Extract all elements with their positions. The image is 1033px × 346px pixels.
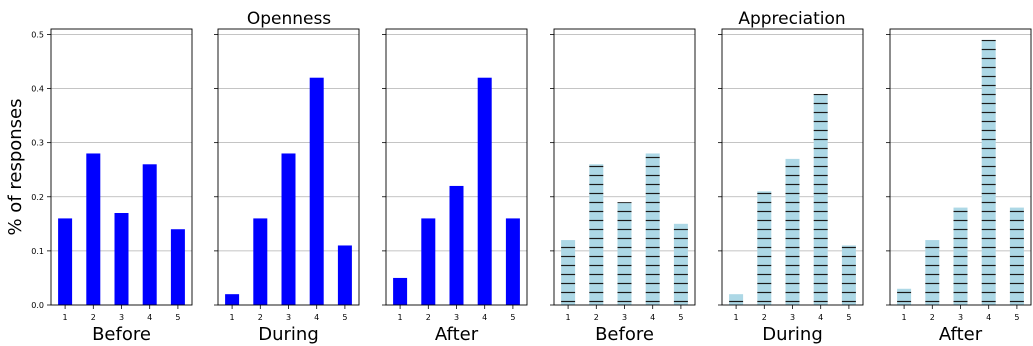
bar-5 <box>170 229 185 305</box>
axes-frame <box>385 28 528 306</box>
axes-frame <box>721 28 864 306</box>
x-tick-label: 2 <box>762 313 767 322</box>
bar-5 <box>337 245 352 305</box>
bar-2 <box>253 218 268 305</box>
bar-1 <box>561 240 576 305</box>
bar-1 <box>729 294 744 305</box>
x-tick-label: 2 <box>594 313 599 322</box>
bar-2 <box>757 191 772 305</box>
bar-1 <box>225 294 240 305</box>
x-tick-label: 1 <box>902 313 907 322</box>
panel-openness-during: 1 2 3 4 5 During <box>214 28 360 345</box>
x-tick-label: 3 <box>286 313 291 322</box>
axes-frame <box>217 28 360 306</box>
axes-frame <box>553 28 696 306</box>
bar-4 <box>142 164 157 305</box>
x-tick-label: 2 <box>930 313 935 322</box>
x-tick-label: 5 <box>678 313 683 322</box>
x-axis-label: Before <box>595 324 654 345</box>
x-tick-label: 5 <box>510 313 515 322</box>
bar-3 <box>281 153 296 305</box>
panel-appreciation-after: 1 2 3 4 5 After <box>886 28 1032 345</box>
panel-openness-before: 0.0 0.1 0.2 0.3 0.4 0.5 1 2 3 4 5 Before <box>31 28 193 345</box>
x-tick-label: 4 <box>482 313 487 322</box>
bar-2 <box>86 153 101 305</box>
bar-4 <box>813 93 828 305</box>
bar-4 <box>309 77 324 306</box>
bar-4 <box>477 77 492 306</box>
y-axis-label: % of responses <box>5 98 26 235</box>
y-tick-label: 0.0 <box>31 301 44 310</box>
x-tick-label: 2 <box>426 313 431 322</box>
chart-panels: 0.0 0.1 0.2 0.3 0.4 0.5 1 2 3 4 5 Before 1 2 3 4 5 During… <box>31 28 1032 345</box>
x-tick-label: 4 <box>650 313 655 322</box>
bar-4 <box>981 39 996 306</box>
bar-3 <box>953 207 968 305</box>
title-appreciation: Appreciation <box>738 9 845 29</box>
x-tick-label: 3 <box>622 313 627 322</box>
x-tick-label: 2 <box>258 313 263 322</box>
x-tick-label: 4 <box>147 313 152 322</box>
y-tick-label: 0.2 <box>31 193 44 202</box>
x-axis-label: After <box>939 324 983 345</box>
x-tick-label: 3 <box>958 313 963 322</box>
bar-3 <box>114 213 129 305</box>
bar-5 <box>673 223 688 305</box>
bar-1 <box>393 277 408 305</box>
bar-4 <box>645 153 660 305</box>
x-tick-label: 4 <box>818 313 823 322</box>
x-tick-label: 2 <box>91 313 96 322</box>
panel-appreciation-during: 1 2 3 4 5 During <box>718 28 864 345</box>
x-axis-label: Before <box>92 324 151 345</box>
y-tick-label: 0.5 <box>31 30 44 39</box>
x-tick-label: 3 <box>790 313 795 322</box>
y-tick-label: 0.1 <box>31 247 44 256</box>
bar-5 <box>841 245 856 305</box>
bar-3 <box>617 202 632 305</box>
x-axis-label: During <box>258 324 319 345</box>
x-tick-label: 5 <box>1014 313 1019 322</box>
axes-frame <box>889 28 1032 306</box>
bar-3 <box>785 158 800 305</box>
x-tick-label: 1 <box>63 313 68 322</box>
x-tick-label: 5 <box>342 313 347 322</box>
bar-1 <box>897 288 912 305</box>
x-tick-label: 3 <box>119 313 124 322</box>
y-tick-label: 0.4 <box>31 85 44 94</box>
bar-5 <box>1009 207 1024 305</box>
y-tick-label: 0.3 <box>31 139 44 148</box>
axes-frame <box>50 28 193 306</box>
title-openness: Openness <box>247 9 331 29</box>
x-tick-label: 3 <box>454 313 459 322</box>
x-tick-label: 1 <box>734 313 739 322</box>
x-axis-label: After <box>435 324 479 345</box>
bar-5 <box>505 218 520 305</box>
x-tick-label: 4 <box>314 313 319 322</box>
x-tick-label: 1 <box>230 313 235 322</box>
x-tick-label: 5 <box>846 313 851 322</box>
bar-2 <box>421 218 436 305</box>
x-tick-label: 4 <box>986 313 991 322</box>
bar-2 <box>925 240 940 305</box>
x-axis-label: During <box>762 324 823 345</box>
bar-3 <box>449 185 464 305</box>
x-tick-label: 1 <box>566 313 571 322</box>
x-tick-label: 1 <box>398 313 403 322</box>
bar-2 <box>589 164 604 305</box>
bar-1 <box>58 218 73 305</box>
panel-openness-after: 1 2 3 4 5 After <box>382 28 528 345</box>
x-tick-label: 5 <box>175 313 180 322</box>
panel-appreciation-before: 1 2 3 4 5 Before <box>550 28 696 345</box>
